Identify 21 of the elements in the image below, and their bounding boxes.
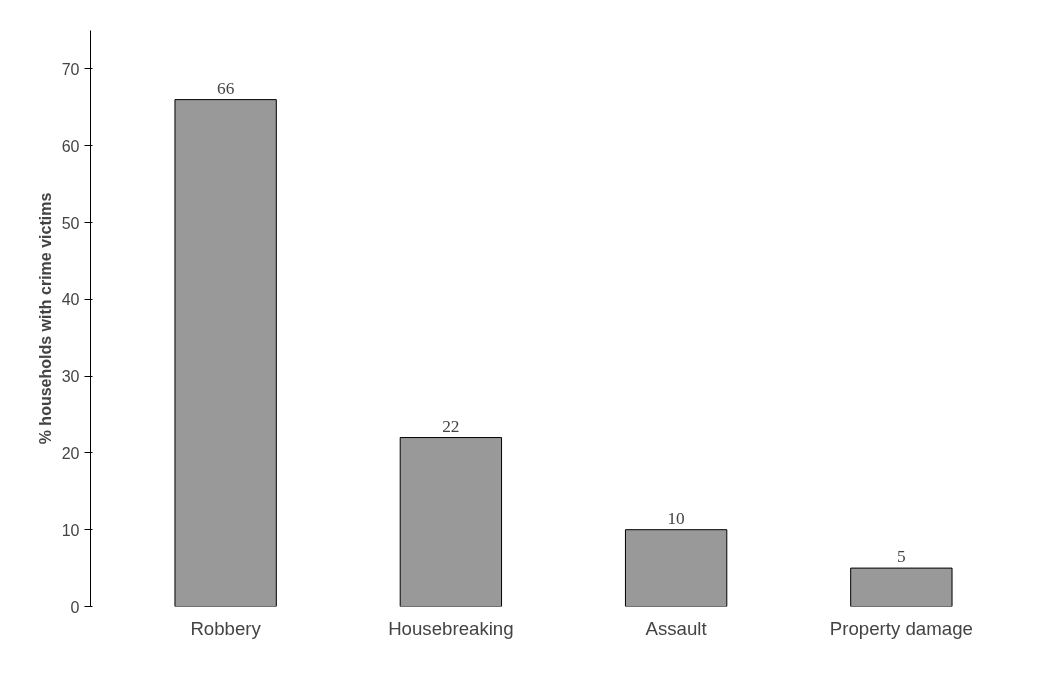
y-axis-title: % households with crime victims <box>36 192 54 445</box>
y-tick-label: 70 <box>61 60 80 78</box>
x-tick-label: Housebreaking <box>388 617 514 639</box>
bar <box>399 437 503 607</box>
bar <box>850 567 953 607</box>
y-tick-label: 40 <box>61 291 80 309</box>
y-tick-label: 60 <box>61 137 80 155</box>
bar <box>624 529 728 607</box>
y-tick-label: 50 <box>61 214 80 232</box>
data-label: 22 <box>442 416 460 436</box>
data-label: 66 <box>216 78 235 98</box>
y-tick-label: 20 <box>61 444 80 462</box>
y-tick-label: 0 <box>70 598 80 616</box>
data-label: 5 <box>897 547 906 567</box>
x-tick-label: Assault <box>645 617 708 639</box>
x-tick-label: Property damage <box>829 617 973 639</box>
bar <box>174 99 277 607</box>
y-tick-label: 30 <box>61 368 80 386</box>
x-tick-label: Robbery <box>190 617 262 639</box>
data-label: 10 <box>667 508 685 528</box>
y-tick-label: 10 <box>61 521 80 539</box>
